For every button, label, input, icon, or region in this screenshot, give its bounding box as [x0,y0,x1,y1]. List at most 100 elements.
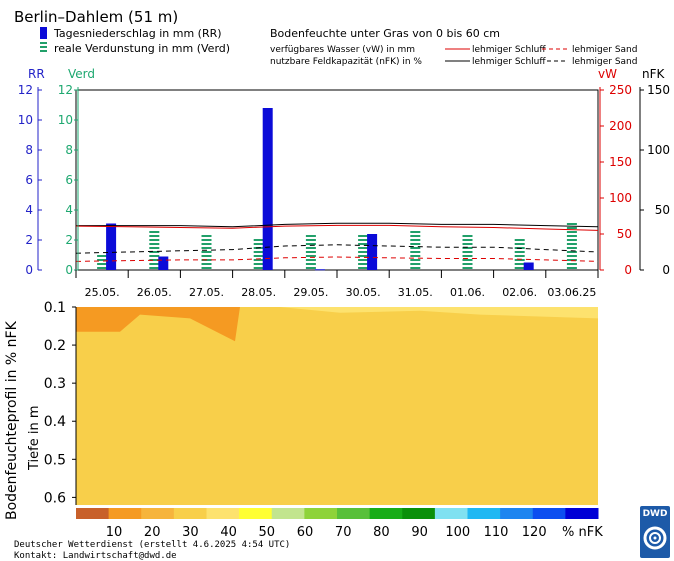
profile-depth-axis: 0.1 0.2 0.3 0.4 0.5 0.6 [44,300,77,506]
colorbar-swatch [173,508,207,519]
depth-tick-label: 0.2 [44,338,66,354]
verd-bar-stripe [514,259,525,261]
vw-legend-label: verfügbares Wasser (vW) in mm [270,45,415,55]
colorbar-swatch [434,508,468,519]
verd-bar-stripe [410,231,421,233]
verd-axis-tick-label: 6 [65,173,73,187]
verd-bar-stripe [201,239,212,241]
date-label: 28.05. [241,286,276,299]
vw-axis-tick-label: 150 [609,155,632,169]
colorbar-label: 30 [182,525,199,540]
colorbar-label: 120 [522,525,547,540]
rr-axis-tick-label: 6 [25,173,33,187]
verd-bar-stripe [410,255,421,257]
profile-moist-patch [280,307,598,319]
colorbar-label: 110 [484,525,509,540]
verd-bar-stripe [566,231,577,233]
vw-axis-tick-label: 250 [609,83,632,97]
verd-bar-stripe [149,235,160,237]
verd-bar-stripe [410,243,421,245]
depth-tick-label: 0.6 [44,490,66,506]
colorbar-label: 20 [144,525,161,540]
vw-schluff-legend-text: lehmiger Schluff [472,45,546,55]
colorbar-swatch [467,508,501,519]
verd-bar-stripe [566,227,577,229]
colorbar-swatch [565,508,599,519]
verd-bar-stripe [149,263,160,265]
verd-bar-stripe [566,247,577,249]
nfk-axis-tick-label: 50 [655,203,670,217]
verd-bar-stripe [253,243,264,245]
verd-bar-stripe [566,251,577,253]
verd-axis-tick-label: 0 [65,263,73,277]
colorbar-swatch [141,508,175,519]
verd-bar [410,231,421,269]
rr-bar [367,234,378,270]
colorbar-swatch [108,508,142,519]
colorbar-unit: % nFK [562,525,603,540]
nfk-legend-label: nutzbare Feldkapazität (nFK) in % [270,57,422,67]
verd-bar-stripe [566,239,577,241]
verd-bar-stripe [201,243,212,245]
nfk-axis-tick-label: 150 [647,83,670,97]
colorbar-labels: 10 20 30 40 50 60 70 80 90 100 110 120 [106,525,547,540]
verd-bar-stripe [410,267,421,269]
verd-bar-stripe [149,267,160,269]
verd-bar-stripe [358,239,369,241]
nfk-sand-line [75,244,599,254]
profile-y-label: Bodenfeuchteprofil in % nFK [4,320,20,520]
verd-legend-label: reale Verdunstung in mm (Verd) [54,42,230,55]
verd-bar [97,255,108,269]
verd-bar [253,239,264,269]
rr-axis-tick-label: 10 [18,113,33,127]
verd-bar-stripe [253,263,264,265]
verd-bar-stripe [410,263,421,265]
verd-bar-stripe [305,239,316,241]
rr-bar [523,262,534,270]
verd-bar-stripe [358,255,369,257]
verd-bar-stripe [149,247,160,249]
verd-bar-stripe [358,247,369,249]
footer-credit: Deutscher Wetterdienst (erstellt 4.6.202… [14,540,291,550]
verd-bar [149,231,160,269]
profile-depth-label: Tiefe in m [27,405,42,471]
colorbar-label: 10 [106,525,123,540]
verd-bar-stripe [358,251,369,253]
footer-contact[interactable]: Kontakt: Landwirtschaft@dwd.de [14,551,177,561]
verd-bar-stripe [201,255,212,257]
verd-bar-stripe [566,267,577,269]
rr-legend-swatch [40,27,47,39]
vw-axis-title: vW [598,67,617,81]
colorbar-label: 60 [297,525,314,540]
colorbar-label: 90 [411,525,428,540]
verd-bar-stripe [253,267,264,269]
verd-bar-stripe [97,259,108,261]
colorbar-label: 100 [445,525,470,540]
verd-axis-tick-label: 8 [65,143,73,157]
verd-bar-stripe [514,263,525,265]
dwd-swirl-icon [643,526,667,550]
colorbar-swatch [337,508,371,519]
verd-bar-stripe [566,259,577,261]
verd-bar-stripe [462,243,473,245]
rr-axis-tick-label: 4 [25,203,33,217]
colorbar-swatch [304,508,338,519]
colorbar-label: 70 [335,525,352,540]
vw-axis-tick-label: 200 [609,119,632,133]
vw-axis-tick-label: 100 [609,191,632,205]
vw-schluff-line [75,224,599,231]
verd-bar-stripe [410,239,421,241]
rr-legend-label: Tagesniederschlag in mm (RR) [53,27,222,40]
verd-bar-stripe [253,255,264,257]
verd-bar-stripe [358,263,369,265]
verd-bar-stripe [305,255,316,257]
verd-bar-stripe [97,255,108,257]
date-label: 02.06. [502,286,537,299]
verd-bar-stripe [566,243,577,245]
verd-bar [201,235,212,269]
date-tick-labels: 25.05. 26.05. 27.05. 28.05. 29.05. 30.05. 31.0… [75,270,599,299]
colorbar-swatch [271,508,305,519]
verd-bar-stripe [305,243,316,245]
verd-bar-stripe [410,251,421,253]
verd-bar-stripe [253,239,264,241]
